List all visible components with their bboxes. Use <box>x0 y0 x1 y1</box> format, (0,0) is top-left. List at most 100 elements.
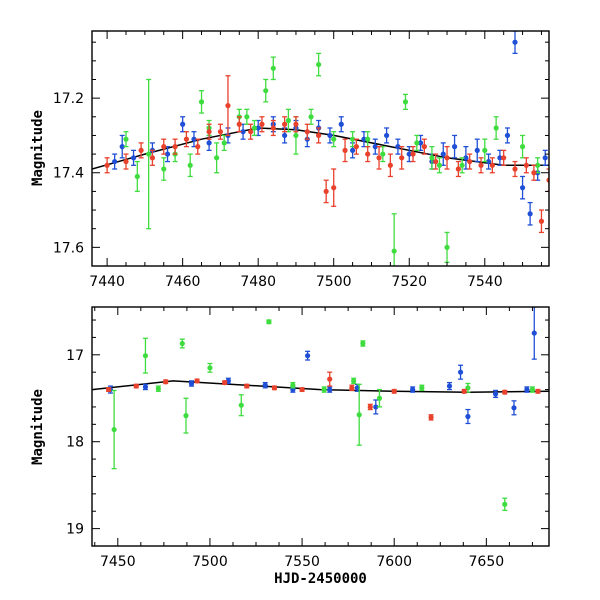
data-point <box>535 388 541 394</box>
data-point <box>512 31 518 55</box>
data-point <box>244 383 250 389</box>
y-axis-title: Magnitude <box>30 389 46 465</box>
data-point <box>263 78 269 103</box>
data-point <box>492 389 499 399</box>
data-point <box>183 131 190 148</box>
data-point <box>512 160 518 178</box>
data-point <box>376 145 382 170</box>
data-point <box>502 389 508 395</box>
data-point <box>529 386 536 393</box>
series-green <box>123 52 541 266</box>
data-point <box>524 386 530 393</box>
x-tick-label: 7440 <box>89 274 125 290</box>
data-point <box>142 337 149 374</box>
data-point <box>410 145 416 163</box>
data-point <box>149 149 156 166</box>
data-point <box>373 399 379 415</box>
data-point <box>535 157 541 174</box>
data-point <box>459 157 465 174</box>
series-blue <box>112 31 548 226</box>
data-point <box>467 153 473 170</box>
x-tick-label: 7450 <box>100 554 136 570</box>
data-point <box>331 168 337 207</box>
data-point <box>465 408 471 425</box>
panel-top: 7440 7460 7480 7500 7520 7540 17.2 17.4 17.6 Magn… <box>30 30 550 290</box>
data-point <box>327 386 333 393</box>
data-point <box>342 138 348 163</box>
data-point <box>444 145 450 170</box>
plot-frame <box>91 306 550 547</box>
y-tick-label: 17 <box>66 348 84 364</box>
data-point <box>502 497 508 512</box>
x-tick-label: 7520 <box>391 274 427 290</box>
data-point <box>123 131 129 148</box>
y-tick-label: 19 <box>66 522 84 538</box>
data-point <box>482 138 488 163</box>
series-red <box>105 371 541 421</box>
data-point <box>191 131 197 148</box>
data-point <box>461 388 467 394</box>
data-point <box>142 383 149 391</box>
data-point <box>155 385 161 392</box>
data-point <box>421 138 427 155</box>
y-axis-title: Magnitude <box>30 110 46 186</box>
data-point <box>451 134 458 159</box>
data-point <box>402 93 409 110</box>
y-tick-label: 17.2 <box>53 91 84 107</box>
data-layer <box>92 31 549 266</box>
x-axis-title: HJD-2450000 <box>274 571 367 587</box>
x-tick-label: 7500 <box>316 274 352 290</box>
data-point <box>180 116 186 133</box>
data-point <box>130 149 137 166</box>
data-point <box>511 400 517 416</box>
data-point <box>444 231 450 263</box>
data-point <box>478 157 484 174</box>
data-point <box>360 340 366 347</box>
data-point <box>221 134 227 152</box>
data-point <box>104 157 110 174</box>
data-layer <box>92 307 549 512</box>
data-point <box>270 56 276 81</box>
data-point <box>161 138 167 155</box>
x-tick-label: 7480 <box>240 274 276 290</box>
data-point <box>163 379 169 385</box>
data-point <box>519 134 526 159</box>
data-point <box>542 149 548 166</box>
data-point <box>194 378 200 384</box>
series-red <box>104 75 549 234</box>
x-tick-label: 7500 <box>192 554 228 570</box>
data-point <box>321 386 327 393</box>
data-point <box>123 153 129 170</box>
data-point <box>305 350 311 361</box>
x-tick-label: 7650 <box>469 554 505 570</box>
data-point <box>395 138 401 155</box>
data-point <box>119 134 125 159</box>
data-point <box>383 127 390 144</box>
data-point <box>271 385 278 391</box>
data-point <box>134 160 140 193</box>
data-point <box>387 153 393 178</box>
data-point <box>217 123 224 140</box>
data-point <box>489 157 495 174</box>
data-point <box>172 138 178 155</box>
data-point <box>436 157 443 174</box>
data-point <box>111 389 117 470</box>
data-point <box>299 386 305 393</box>
data-point <box>236 116 242 133</box>
data-point <box>244 108 250 125</box>
data-point <box>262 381 268 389</box>
x-tick-label: 7550 <box>284 554 320 570</box>
data-point <box>327 371 333 387</box>
data-point <box>138 142 144 159</box>
data-point <box>225 75 231 137</box>
data-point <box>410 386 416 393</box>
data-point <box>538 209 545 234</box>
data-point <box>391 213 397 266</box>
data-point <box>493 116 499 140</box>
data-point <box>206 123 212 140</box>
data-point <box>282 116 288 133</box>
data-point <box>417 134 424 152</box>
data-point <box>338 116 344 133</box>
data-point <box>238 394 244 417</box>
